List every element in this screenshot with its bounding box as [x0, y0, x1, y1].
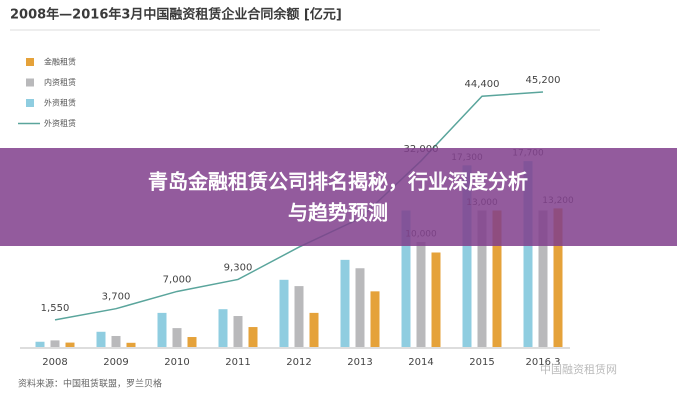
bar	[370, 291, 380, 347]
bar	[187, 337, 197, 347]
x-tick-label: 2010	[164, 357, 189, 368]
bar	[401, 210, 411, 347]
bar	[111, 335, 121, 347]
bar	[309, 312, 319, 347]
x-tick-label: 2016.3	[526, 357, 561, 368]
value-label: 9,300	[224, 262, 253, 273]
bar	[416, 242, 426, 347]
bar	[355, 268, 365, 347]
legend-label: 外资租赁	[44, 98, 76, 108]
bar	[492, 210, 502, 347]
bar	[462, 165, 472, 347]
bar	[553, 208, 563, 347]
x-tick-label: 2008	[42, 357, 67, 368]
bar	[233, 316, 243, 347]
watermark: 中国融资租赁网	[540, 362, 617, 376]
bar	[35, 341, 45, 347]
bar	[96, 331, 106, 347]
bar	[218, 309, 228, 347]
legend-swatch	[26, 99, 34, 107]
overlay-text: 与趋势预测	[288, 201, 388, 225]
x-tick-label: 2013	[347, 357, 372, 368]
overlay-banner	[0, 148, 677, 246]
bar	[538, 210, 548, 347]
bar	[279, 279, 289, 347]
bar	[248, 327, 258, 347]
bar	[50, 340, 60, 347]
chart-title: 2008年—2016年3月中国融资租赁企业合同余额 [亿元]	[10, 7, 342, 23]
bar	[431, 252, 441, 347]
x-tick-label: 2011	[225, 357, 250, 368]
legend-label: 金融租赁	[44, 57, 76, 67]
value-label: 44,400	[465, 79, 500, 90]
legend-swatch	[26, 58, 34, 66]
value-label: 7,000	[163, 274, 192, 285]
bar	[126, 342, 136, 347]
legend-swatch	[26, 78, 34, 87]
value-label: 3,700	[102, 292, 131, 303]
x-tick-label: 2015	[469, 357, 494, 368]
source-note: 资料来源：中国租赁联盟，罗兰贝格	[18, 378, 162, 390]
overlay-text: 青岛金融租赁公司排名揭秘，行业深度分析	[148, 170, 528, 194]
bar	[477, 210, 487, 347]
value-label: 45,200	[526, 75, 561, 86]
bar	[294, 286, 304, 347]
line	[54, 91, 544, 321]
x-tick-label: 2009	[103, 357, 128, 368]
value-label: 1,550	[41, 303, 70, 314]
bar	[340, 259, 350, 347]
legend-label: 内资租赁	[44, 77, 76, 87]
x-tick-label: 2014	[408, 357, 433, 368]
bar	[157, 312, 167, 347]
bar	[172, 328, 182, 347]
legend-label: 外资租赁	[44, 118, 76, 128]
bar	[523, 161, 533, 347]
bar	[65, 342, 75, 347]
x-tick-label: 2012	[286, 357, 311, 368]
